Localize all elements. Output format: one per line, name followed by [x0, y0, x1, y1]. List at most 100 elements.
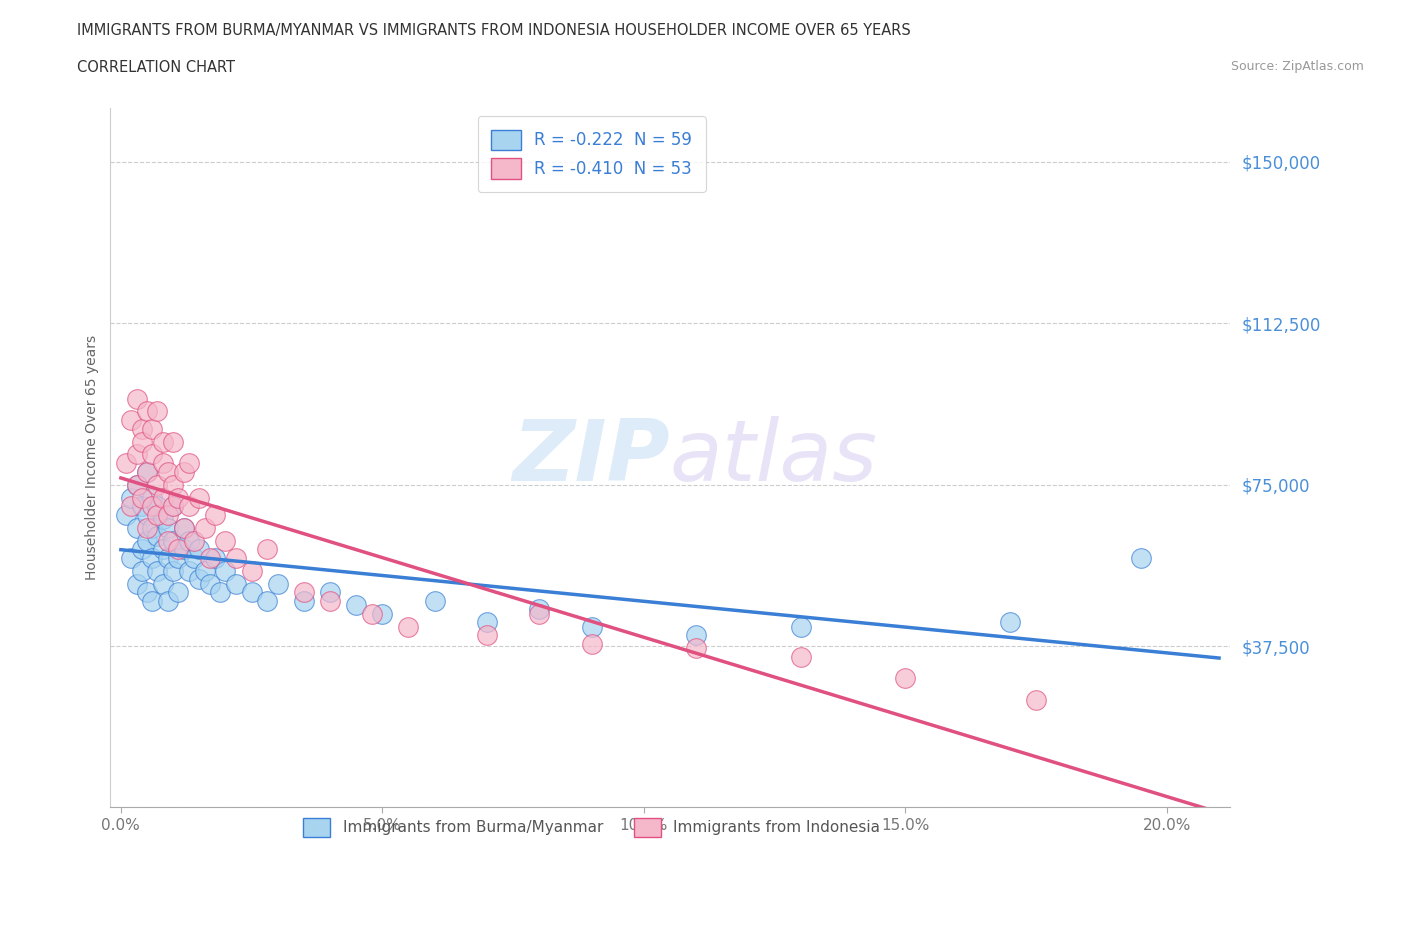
Point — [162, 564, 184, 578]
Point — [120, 498, 142, 513]
Point — [319, 593, 342, 608]
Point — [152, 434, 174, 449]
Point — [120, 551, 142, 565]
Legend: Immigrants from Burma/Myanmar, Immigrants from Indonesia: Immigrants from Burma/Myanmar, Immigrant… — [291, 805, 893, 849]
Point — [173, 542, 195, 557]
Point — [162, 477, 184, 492]
Point — [173, 464, 195, 479]
Point — [167, 585, 190, 600]
Point — [225, 577, 247, 591]
Point — [214, 533, 236, 548]
Point — [136, 464, 159, 479]
Point — [152, 542, 174, 557]
Point — [209, 585, 232, 600]
Point — [1129, 551, 1152, 565]
Point — [204, 551, 226, 565]
Point — [173, 520, 195, 535]
Point — [183, 533, 205, 548]
Point — [371, 606, 394, 621]
Text: ZIP: ZIP — [512, 417, 671, 499]
Point — [141, 498, 163, 513]
Point — [115, 456, 138, 471]
Point — [398, 619, 420, 634]
Point — [529, 602, 551, 617]
Point — [256, 593, 278, 608]
Point — [162, 498, 184, 513]
Point — [225, 551, 247, 565]
Point — [131, 490, 153, 505]
Point — [156, 533, 179, 548]
Point — [475, 628, 498, 643]
Text: IMMIGRANTS FROM BURMA/MYANMAR VS IMMIGRANTS FROM INDONESIA HOUSEHOLDER INCOME OV: IMMIGRANTS FROM BURMA/MYANMAR VS IMMIGRA… — [77, 23, 911, 38]
Point — [167, 551, 190, 565]
Point — [141, 421, 163, 436]
Point — [162, 434, 184, 449]
Point — [198, 551, 221, 565]
Point — [131, 498, 153, 513]
Point — [240, 564, 263, 578]
Point — [685, 628, 707, 643]
Point — [152, 512, 174, 526]
Point — [894, 671, 917, 685]
Point — [177, 498, 200, 513]
Point — [173, 520, 195, 535]
Point — [136, 464, 159, 479]
Point — [136, 520, 159, 535]
Point — [146, 507, 169, 522]
Point — [789, 619, 811, 634]
Text: Source: ZipAtlas.com: Source: ZipAtlas.com — [1230, 60, 1364, 73]
Point — [475, 615, 498, 630]
Point — [131, 542, 153, 557]
Point — [141, 520, 163, 535]
Point — [125, 392, 148, 406]
Point — [188, 542, 211, 557]
Point — [152, 577, 174, 591]
Point — [125, 477, 148, 492]
Point — [240, 585, 263, 600]
Point — [146, 498, 169, 513]
Point — [146, 477, 169, 492]
Point — [120, 490, 142, 505]
Point — [188, 490, 211, 505]
Point — [136, 533, 159, 548]
Point — [204, 507, 226, 522]
Point — [115, 507, 138, 522]
Point — [131, 564, 153, 578]
Text: CORRELATION CHART: CORRELATION CHART — [77, 60, 235, 75]
Point — [998, 615, 1021, 630]
Point — [141, 447, 163, 462]
Point — [360, 606, 382, 621]
Point — [177, 564, 200, 578]
Point — [120, 413, 142, 428]
Point — [141, 593, 163, 608]
Point — [256, 542, 278, 557]
Point — [319, 585, 342, 600]
Point — [177, 456, 200, 471]
Point — [193, 520, 215, 535]
Point — [136, 585, 159, 600]
Point — [162, 498, 184, 513]
Point — [292, 585, 315, 600]
Point — [789, 649, 811, 664]
Point — [146, 529, 169, 544]
Point — [292, 593, 315, 608]
Point — [167, 542, 190, 557]
Point — [529, 606, 551, 621]
Point — [141, 490, 163, 505]
Point — [214, 564, 236, 578]
Y-axis label: Householder Income Over 65 years: Householder Income Over 65 years — [86, 335, 100, 580]
Point — [162, 533, 184, 548]
Point — [581, 619, 603, 634]
Point — [125, 520, 148, 535]
Point — [125, 477, 148, 492]
Point — [183, 551, 205, 565]
Point — [193, 564, 215, 578]
Point — [152, 490, 174, 505]
Point — [131, 421, 153, 436]
Point — [198, 577, 221, 591]
Point — [188, 572, 211, 587]
Point — [125, 447, 148, 462]
Point — [156, 464, 179, 479]
Point — [685, 641, 707, 656]
Point — [146, 404, 169, 418]
